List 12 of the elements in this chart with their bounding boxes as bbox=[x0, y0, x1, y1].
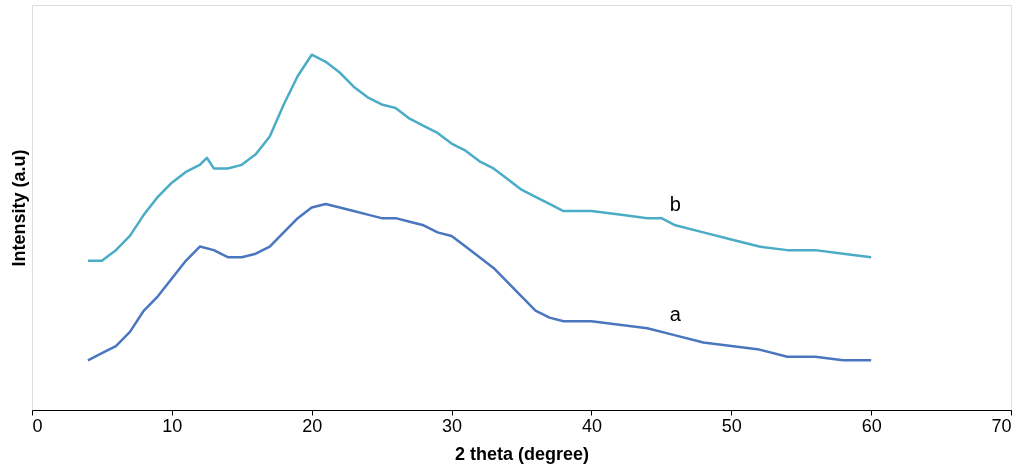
series-label: b bbox=[669, 193, 681, 216]
x-tick-label: 20 bbox=[302, 415, 323, 436]
y-axis-title: Intensity (a.u) bbox=[8, 149, 29, 267]
x-tick-label: 60 bbox=[861, 415, 882, 436]
x-tick-label: 10 bbox=[162, 415, 183, 436]
x-tick-label: 30 bbox=[442, 415, 463, 436]
x-tick-label: 0 bbox=[32, 415, 43, 436]
x-axis-title: 2 theta (degree) bbox=[454, 443, 590, 464]
x-tick-label: 40 bbox=[581, 415, 602, 436]
x-tick-label: 70 bbox=[991, 415, 1012, 436]
series-label: a bbox=[669, 303, 682, 326]
x-tick-label: 50 bbox=[721, 415, 742, 436]
